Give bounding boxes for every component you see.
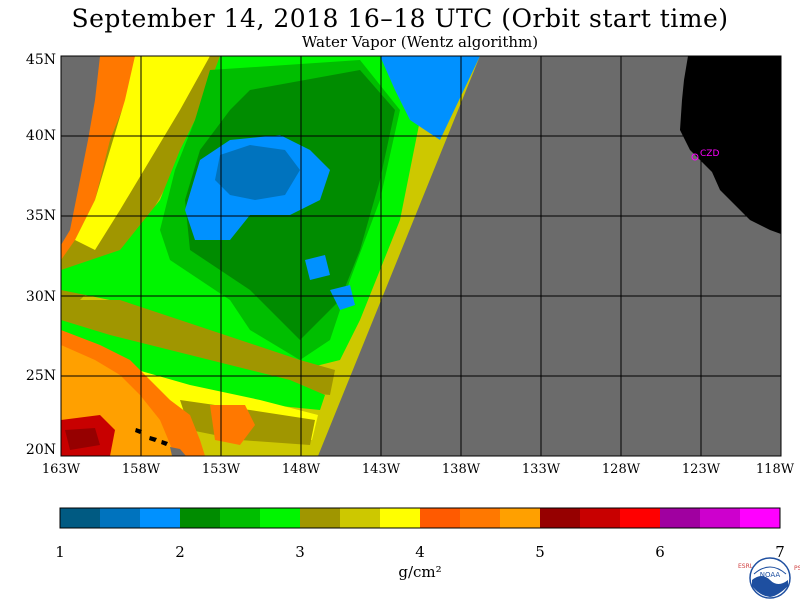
lat-label: 35N xyxy=(25,208,56,224)
lat-label: 30N xyxy=(25,289,56,305)
colorbar-swatch xyxy=(460,508,501,528)
grid-lines xyxy=(61,56,781,456)
blue-patch-south xyxy=(330,285,355,310)
colorbar-swatch xyxy=(100,508,141,528)
north-america-land xyxy=(680,56,781,234)
olive-band-south xyxy=(61,300,335,395)
colorbar-tick: 3 xyxy=(295,543,305,561)
colorbar-tick: 1 xyxy=(55,543,65,561)
no-data-west-strip xyxy=(61,56,100,245)
colorbar-swatch xyxy=(740,508,781,528)
lon-label: 153W xyxy=(201,462,241,477)
colorbar-swatch xyxy=(260,508,301,528)
station-marker: CZD xyxy=(691,149,719,161)
lon-label: 148W xyxy=(281,462,321,477)
lon-label: 163W xyxy=(41,462,81,477)
logo-center-text: NOAA xyxy=(760,571,781,579)
logo-left-letters: ESRL xyxy=(738,563,754,570)
station-label: CZD xyxy=(700,149,719,159)
colorbar-swatch xyxy=(300,508,341,528)
lon-label: 143W xyxy=(361,462,401,477)
hawaii-island-4 xyxy=(170,447,186,456)
map-title: September 14, 2018 16–18 UTC (Orbit star… xyxy=(71,4,729,33)
colorbar-swatch xyxy=(220,508,261,528)
station-icon xyxy=(691,153,699,161)
map-field xyxy=(61,56,781,456)
blue-band-east xyxy=(380,56,480,140)
colorbar-swatch xyxy=(620,508,661,528)
hawaii-island-1 xyxy=(135,428,142,434)
colorbar xyxy=(60,508,781,528)
colorbar-swatch xyxy=(580,508,621,528)
colorbar-swatch xyxy=(180,508,221,528)
lon-label: 133W xyxy=(521,462,561,477)
colorbar-swatch xyxy=(140,508,181,528)
lat-label: 20N xyxy=(25,442,56,458)
colorbar-swatch xyxy=(340,508,381,528)
colorbar-tick: 6 xyxy=(655,543,665,561)
lon-label: 118W xyxy=(755,462,795,477)
blue-patch-mid xyxy=(305,255,330,280)
colorbar-swatch xyxy=(500,508,541,528)
noaa-emblem-icon: NOAA xyxy=(749,557,791,599)
hawaii-island-3 xyxy=(161,440,168,446)
logo-right-letters: PSD xyxy=(794,565,800,572)
green-band-south xyxy=(61,320,325,410)
colorbar-units: g/cm² xyxy=(398,563,442,581)
hawaii-island-2 xyxy=(149,436,157,442)
colorbar-frame xyxy=(59,507,781,529)
lon-label: 138W xyxy=(441,462,481,477)
colorbar-swatch xyxy=(60,508,101,528)
colorbar-tick: 4 xyxy=(415,543,425,561)
darkred-southwest-core xyxy=(65,428,100,450)
lat-label: 40N xyxy=(25,128,56,144)
colorbar-tick: 2 xyxy=(175,543,185,561)
map-frame xyxy=(60,55,782,457)
orange-west-edge xyxy=(61,56,160,260)
colorbar-tick: 7 xyxy=(775,543,785,561)
lat-label: 45N xyxy=(25,52,56,68)
noaa-logo: ESRL NOAA PSD xyxy=(736,556,800,600)
colorbar-tick: 5 xyxy=(535,543,545,561)
colorbar-swatch xyxy=(700,508,741,528)
yellow-west-strip xyxy=(75,56,210,250)
lon-label: 158W xyxy=(121,462,161,477)
colorbar-swatch xyxy=(420,508,461,528)
lon-label: 123W xyxy=(681,462,721,477)
colorbar-swatch xyxy=(660,508,701,528)
darkblue-low-vapor xyxy=(215,145,300,200)
lat-label: 25N xyxy=(25,368,56,384)
map-subtitle: Water Vapor (Wentz algorithm) xyxy=(301,33,539,51)
colorbar-swatch xyxy=(380,508,421,528)
lon-label: 128W xyxy=(601,462,641,477)
colorbar-swatch xyxy=(540,508,581,528)
